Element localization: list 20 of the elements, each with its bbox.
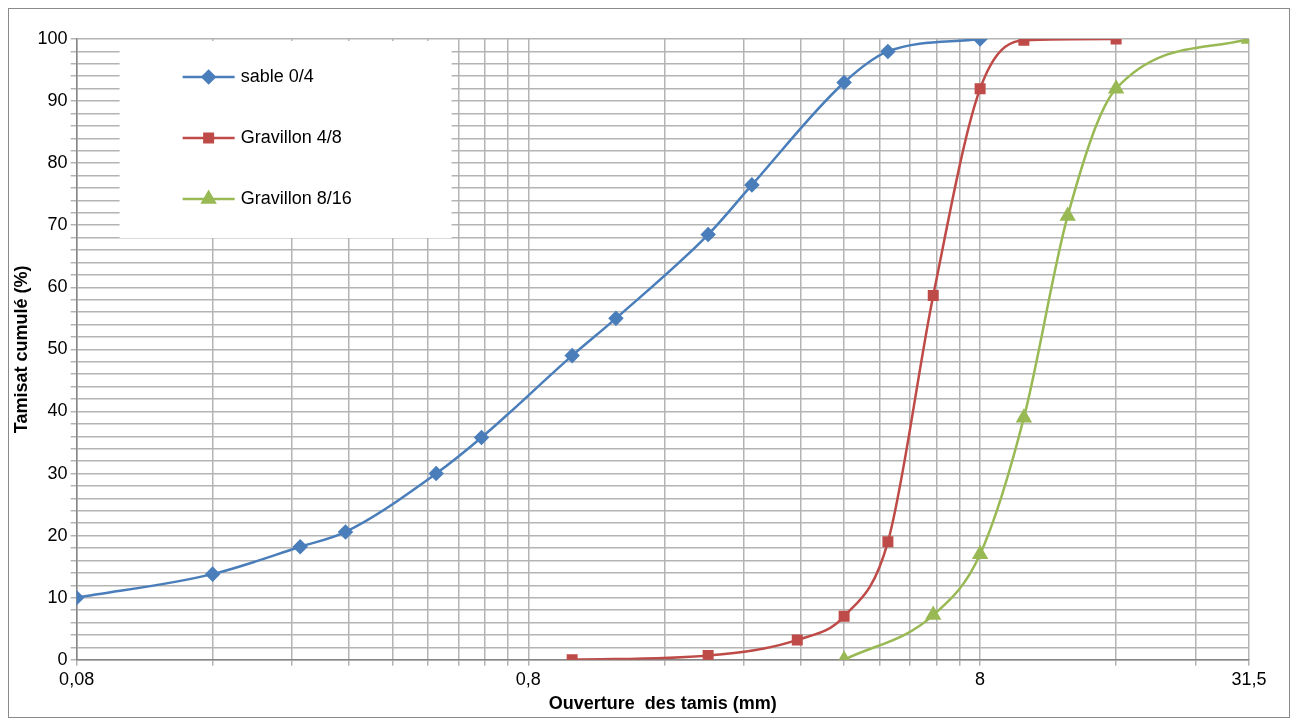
x-axis-title: Ouverture des tamis (mm) (548, 693, 777, 714)
x-tick-label: 0,08 (59, 668, 95, 689)
y-tick-label: 80 (47, 152, 68, 173)
y-tick-label: 0 (57, 648, 68, 669)
legend-label: sable 0/4 (240, 65, 314, 86)
x-tick-label: 0,8 (515, 668, 541, 689)
y-tick-label: 20 (47, 524, 68, 545)
x-tick-label: 31,5 (1231, 668, 1267, 689)
y-tick-label: 30 (47, 462, 68, 483)
y-tick-label: 100 (37, 27, 68, 48)
y-tick-label: 50 (47, 338, 68, 359)
legend-label: Gravillon 8/16 (240, 187, 352, 208)
y-axis-title: Tamisat cumulé (%) (10, 265, 31, 434)
y-tick-label: 90 (47, 90, 68, 111)
y-tick-label: 60 (47, 276, 68, 297)
y-tick-label: 40 (47, 400, 68, 421)
y-tick-label: 70 (47, 214, 68, 235)
x-tick-label: 8 (975, 668, 986, 689)
y-tick-label: 10 (47, 586, 68, 607)
legend-label: Gravillon 4/8 (240, 126, 342, 147)
